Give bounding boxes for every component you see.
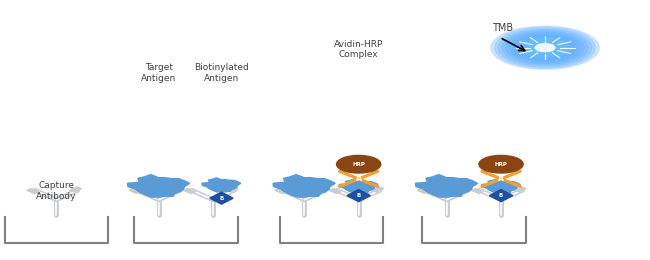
Polygon shape	[70, 187, 81, 192]
Polygon shape	[184, 189, 195, 193]
Circle shape	[535, 44, 555, 51]
Polygon shape	[417, 189, 429, 193]
Circle shape	[499, 29, 592, 66]
Polygon shape	[372, 187, 383, 192]
Polygon shape	[172, 187, 184, 192]
Polygon shape	[127, 175, 189, 197]
Text: A: A	[498, 174, 504, 183]
Text: B: B	[357, 193, 361, 198]
Polygon shape	[27, 189, 38, 193]
Polygon shape	[318, 187, 330, 192]
Polygon shape	[210, 192, 233, 204]
Text: B: B	[499, 193, 503, 198]
Circle shape	[517, 36, 573, 59]
Polygon shape	[472, 189, 483, 193]
Polygon shape	[330, 189, 341, 193]
Text: Biotinylated
Antigen: Biotinylated Antigen	[194, 63, 249, 82]
Circle shape	[479, 155, 523, 173]
Circle shape	[495, 28, 595, 68]
Text: A: A	[356, 174, 361, 183]
Polygon shape	[129, 189, 141, 193]
Circle shape	[510, 34, 580, 62]
Polygon shape	[273, 175, 335, 197]
Text: HRP: HRP	[495, 162, 508, 167]
Circle shape	[506, 32, 584, 63]
Polygon shape	[275, 189, 287, 193]
Circle shape	[513, 35, 577, 60]
Polygon shape	[489, 190, 513, 202]
Text: Target
Antigen: Target Antigen	[141, 63, 176, 82]
Circle shape	[491, 26, 599, 69]
Polygon shape	[226, 187, 238, 192]
Polygon shape	[347, 190, 370, 202]
Polygon shape	[339, 179, 378, 193]
Circle shape	[521, 38, 569, 57]
Circle shape	[502, 31, 588, 65]
Text: TMB: TMB	[493, 23, 514, 33]
Text: B: B	[219, 196, 224, 201]
Text: Capture
Antibody: Capture Antibody	[36, 181, 77, 201]
Polygon shape	[460, 187, 472, 192]
Polygon shape	[415, 175, 478, 197]
Text: HRP: HRP	[352, 162, 365, 167]
Polygon shape	[514, 187, 526, 192]
Polygon shape	[482, 179, 520, 193]
Polygon shape	[202, 178, 240, 192]
Circle shape	[337, 155, 381, 173]
Text: Avidin-HRP
Complex: Avidin-HRP Complex	[334, 40, 384, 59]
